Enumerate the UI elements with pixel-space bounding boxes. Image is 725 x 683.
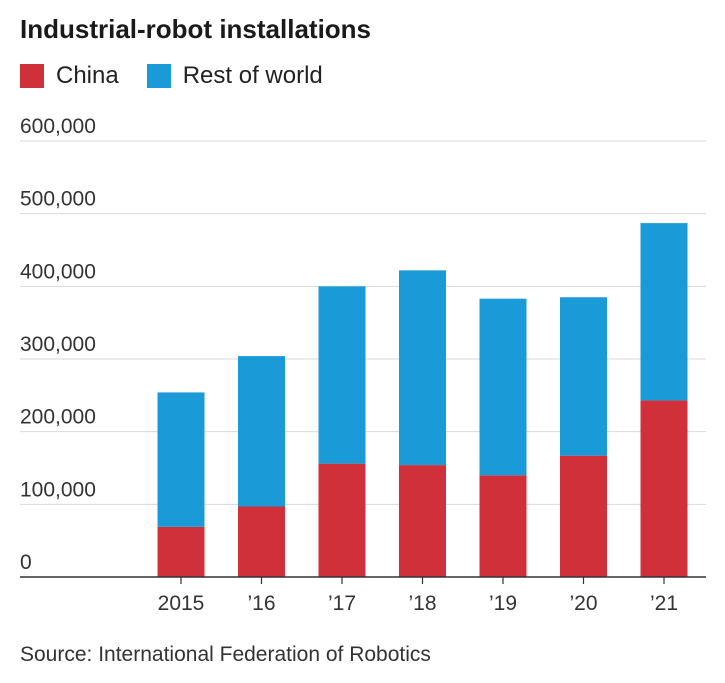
legend-label-china: China (56, 62, 119, 89)
x-tick-label: ’19 (489, 592, 517, 615)
bar-china (157, 526, 205, 577)
y-tick-label: 200,000 (20, 406, 96, 429)
x-tick-label: ’21 (650, 592, 678, 615)
legend-item-rest-of-world: Rest of world (146, 62, 323, 90)
x-tick-label: ’18 (408, 592, 436, 615)
bar-china (560, 455, 607, 577)
legend-label-rest-of-world: Rest of world (182, 62, 323, 89)
source-note: Source: International Federation of Robo… (20, 643, 431, 666)
bar-china (238, 506, 285, 577)
y-tick-label: 100,000 (20, 478, 96, 501)
legend-item-china: China (20, 62, 119, 90)
x-tick-label: ’20 (569, 592, 597, 615)
y-tick-label: 400,000 (20, 260, 96, 283)
bar-rest-of-world (318, 286, 366, 464)
bar-rest-of-world (157, 392, 205, 527)
y-tick-label: 600,000 (20, 115, 96, 138)
bar-rest-of-world (238, 356, 285, 507)
chart-title: Industrial-robot installations (20, 14, 372, 44)
bar-china (318, 463, 366, 577)
bar-rest-of-world (640, 223, 688, 401)
bar-china (640, 400, 688, 577)
bar-china (399, 465, 446, 577)
bar-china (479, 475, 527, 577)
bar-rest-of-world (479, 298, 527, 476)
x-tick-label: ’16 (247, 592, 275, 615)
chart-legend: China Rest of world (20, 62, 351, 90)
y-tick-label: 500,000 (20, 188, 96, 211)
bar-rest-of-world (399, 270, 446, 466)
legend-swatch-china (20, 64, 44, 88)
y-tick-label: 300,000 (20, 333, 96, 356)
x-tick-label: ’17 (328, 592, 356, 615)
bar-rest-of-world (560, 297, 607, 456)
legend-swatch-rest-of-world (146, 64, 171, 88)
y-tick-label: 0 (20, 551, 32, 574)
x-tick-label: 2015 (158, 592, 205, 615)
